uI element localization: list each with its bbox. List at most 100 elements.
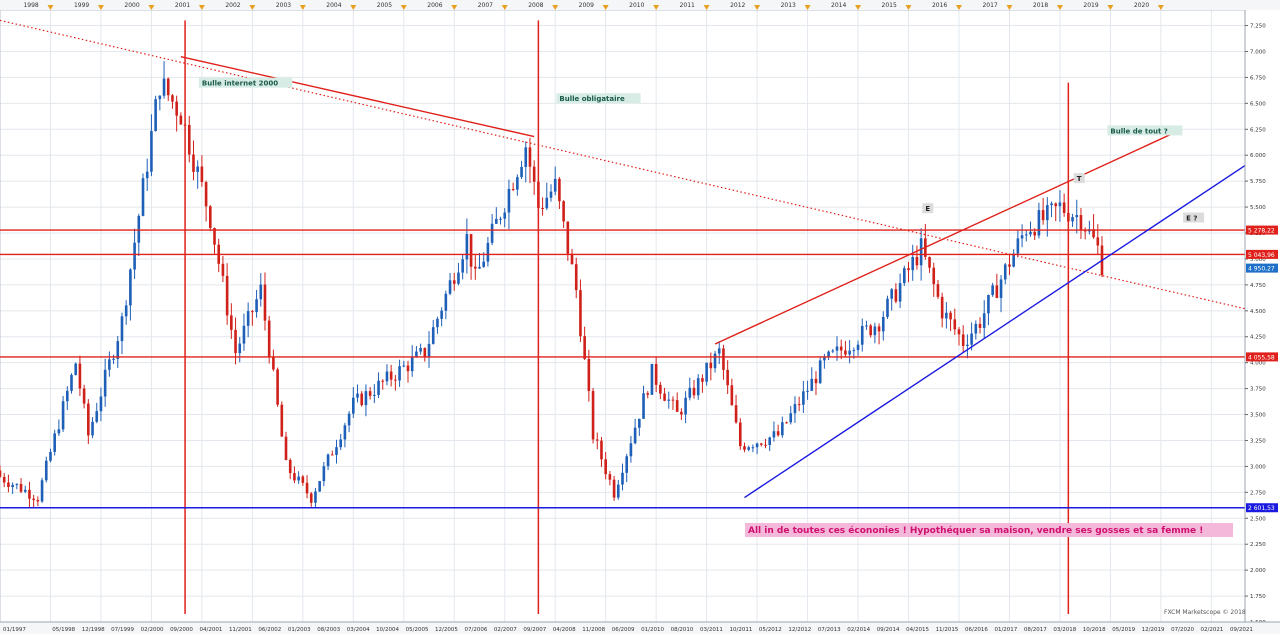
date-tick-label: 06/2002 <box>258 627 281 633</box>
level-label-text: 5 278,22 <box>1248 228 1275 235</box>
footer-note-box <box>745 523 1233 537</box>
candle-body <box>499 218 502 220</box>
top-year-label: 2007 <box>478 2 493 9</box>
date-tick-label: 09/2021 <box>1230 627 1253 633</box>
candle-body <box>225 275 229 316</box>
candle-body <box>1046 205 1049 221</box>
candle-body <box>187 124 191 155</box>
candle-body <box>116 341 120 359</box>
top-year-label: 2016 <box>932 2 947 9</box>
date-axis[interactable]: 01/1997 05/1998 12/1998 07/1999 02/2000 09/20… <box>0 621 1280 634</box>
date-tick-label: 03/2011 <box>700 627 723 633</box>
candle-body <box>953 319 957 330</box>
candle-body <box>15 483 19 485</box>
candle-body <box>335 447 338 455</box>
candle-body <box>907 268 910 271</box>
candle-body <box>890 289 893 299</box>
candle-body <box>246 311 250 326</box>
candle-body <box>625 456 629 473</box>
candle-body <box>322 466 326 482</box>
candle-body <box>680 411 683 415</box>
candle-body <box>688 387 692 398</box>
candle-body <box>440 310 443 319</box>
candle-body <box>608 474 612 480</box>
trend-line <box>180 55 535 138</box>
candle-body <box>251 311 254 313</box>
candle-body <box>772 431 776 438</box>
level-label-box <box>1246 225 1278 235</box>
candle-body <box>162 78 166 96</box>
date-tick-label: 04/2008 <box>553 627 576 633</box>
candle-body <box>213 227 216 245</box>
candle-body <box>0 470 2 477</box>
candle-body <box>171 95 174 102</box>
candle-body <box>32 498 35 501</box>
candle-body <box>999 279 1003 298</box>
candle-body <box>57 429 61 434</box>
candle-body <box>238 343 242 354</box>
top-year-label: 2003 <box>276 2 291 9</box>
candle-body <box>1058 202 1062 207</box>
candle-body <box>696 378 700 396</box>
level-label-box <box>1246 352 1278 362</box>
candle-body <box>738 422 742 447</box>
date-tick-label: 11/2008 <box>582 627 605 633</box>
candle-body <box>23 489 27 492</box>
price-tick-label: 4.750 <box>1250 283 1266 289</box>
top-year-label: 2015 <box>882 2 897 9</box>
candle-body <box>856 344 860 351</box>
candle-body <box>415 351 418 357</box>
candle-body <box>1079 215 1083 230</box>
top-year-label: 2012 <box>730 2 745 9</box>
candle-body <box>293 473 296 481</box>
date-tick-label: 01/1997 <box>3 627 26 633</box>
date-tick-label: 10/2004 <box>376 627 399 633</box>
candle-body <box>448 280 452 294</box>
candle-body <box>827 351 830 358</box>
annotation-text: Bulle obligataire <box>559 95 625 103</box>
candle-body <box>751 447 755 449</box>
candle-body <box>675 400 679 412</box>
price-tick-label: 6.750 <box>1250 75 1266 81</box>
candle-body <box>991 285 994 296</box>
candle-body <box>1029 231 1032 235</box>
year-marker-icon <box>905 5 912 10</box>
candle-body <box>150 130 153 172</box>
candle-body <box>406 365 410 372</box>
top-year-label: 2008 <box>528 2 543 9</box>
candle-body <box>726 369 729 386</box>
price-axis-band <box>1245 10 1280 622</box>
candle-body <box>28 489 31 499</box>
candle-body <box>309 493 313 503</box>
candle-body <box>549 191 553 198</box>
candle-body <box>259 284 263 300</box>
top-year-label: 2013 <box>781 2 796 9</box>
candle-body <box>36 500 40 502</box>
candle-body <box>280 404 284 437</box>
candle-body <box>503 212 507 219</box>
year-marker-icon <box>804 5 811 10</box>
date-tick-label: 05/2012 <box>759 627 782 633</box>
price-axis[interactable]: 1.5001.7502.0002.2502.5002.7503.0003.250… <box>1244 10 1280 626</box>
annotations: Bulle internet 2000 Bulle obligataire Bull… <box>198 77 1205 223</box>
candle-body <box>1096 237 1100 246</box>
wave-label-text: E <box>925 205 930 213</box>
candle-body <box>591 391 595 440</box>
wave-label-box <box>922 203 934 214</box>
year-marker-icon <box>1107 5 1114 10</box>
annotation-box <box>1107 125 1183 136</box>
candle-body <box>154 99 157 131</box>
price-tick-label: 2.250 <box>1250 542 1266 548</box>
wave-label-box <box>1073 173 1085 184</box>
date-tick-label: 12/2005 <box>435 627 458 633</box>
candle-body <box>1033 231 1036 236</box>
candle-body <box>961 334 965 347</box>
candle-body <box>903 268 906 284</box>
candle-body <box>192 154 195 172</box>
candle-body <box>1041 210 1045 221</box>
candle-body <box>949 312 952 320</box>
candle-body <box>1075 215 1079 218</box>
date-tick-label: 01/2010 <box>641 627 664 633</box>
candle-body <box>831 350 835 352</box>
price-tick-label: 2.000 <box>1250 568 1266 574</box>
